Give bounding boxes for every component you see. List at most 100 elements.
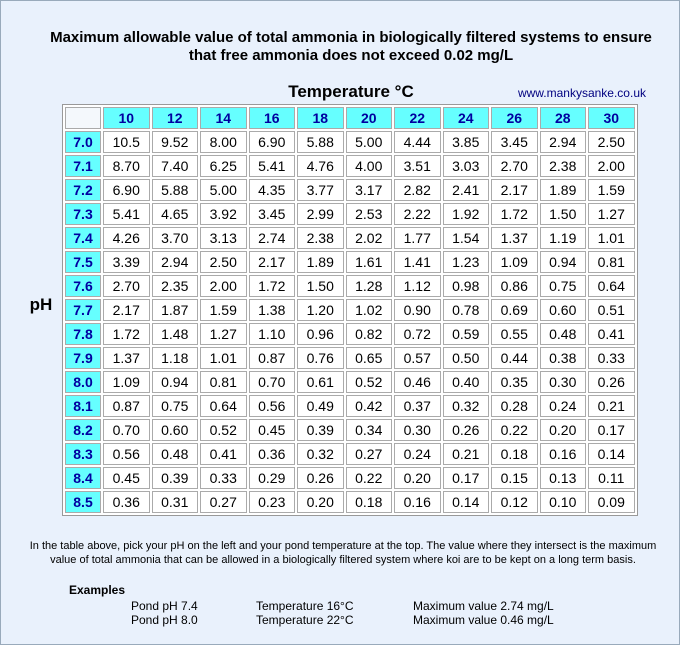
table-row: 7.9 1.37 1.18 1.01 0.87 0.76 0.65 0.57 0.50 0.44 0… xyxy=(65,347,635,369)
title-line: that free ammonia does not exceed 0.02 m… xyxy=(188,47,514,64)
value-cell: 0.26 xyxy=(588,371,635,393)
ph-header: 8.2 xyxy=(65,419,101,441)
value-cell: 6.90 xyxy=(103,179,150,201)
ph-header: 7.3 xyxy=(65,203,101,225)
value-cell: 0.11 xyxy=(588,467,635,489)
value-cell: 1.28 xyxy=(345,275,392,297)
value-cell: 9.52 xyxy=(151,131,198,153)
value-cell: 1.72 xyxy=(103,323,150,345)
value-cell: 2.00 xyxy=(588,155,635,177)
value-cell: 2.00 xyxy=(200,275,247,297)
temperature-header: 14 xyxy=(200,107,247,129)
value-cell: 0.98 xyxy=(442,275,489,297)
value-cell: 0.36 xyxy=(103,491,150,513)
value-cell: 2.70 xyxy=(491,155,538,177)
value-cell: 1.59 xyxy=(588,179,635,201)
value-cell: 0.64 xyxy=(588,275,635,297)
value-cell: 1.87 xyxy=(151,299,198,321)
value-cell: 2.22 xyxy=(394,203,441,225)
value-cell: 8.70 xyxy=(103,155,150,177)
value-cell: 1.50 xyxy=(539,203,586,225)
column-axis-label: Temperature °C xyxy=(288,82,414,101)
table-row: 7.7 2.17 1.87 1.59 1.38 1.20 1.02 0.90 0.78 0.69 0… xyxy=(65,299,635,321)
value-cell: 0.17 xyxy=(588,419,635,441)
table-row: 7.0 10.5 9.52 8.00 6.90 5.88 5.00 4.44 3.85 3.45 2… xyxy=(65,131,635,153)
value-cell: 3.03 xyxy=(442,155,489,177)
value-cell: 1.19 xyxy=(539,227,586,249)
example-text: Maximum value 2.74 mg/L xyxy=(413,599,554,613)
temperature-header: 22 xyxy=(394,107,441,129)
value-cell: 2.41 xyxy=(442,179,489,201)
temperature-header: 18 xyxy=(297,107,344,129)
value-cell: 1.02 xyxy=(345,299,392,321)
value-cell: 0.45 xyxy=(103,467,150,489)
example-text: Temperature 22°C xyxy=(256,613,354,627)
value-cell: 0.70 xyxy=(103,419,150,441)
value-cell: 3.17 xyxy=(345,179,392,201)
value-cell: 1.20 xyxy=(297,299,344,321)
table-row: 8.5 0.36 0.31 0.27 0.23 0.20 0.18 0.16 0.14 0.12 0… xyxy=(65,491,635,513)
value-cell: 2.70 xyxy=(103,275,150,297)
ph-header: 8.5 xyxy=(65,491,101,513)
value-cell: 0.09 xyxy=(588,491,635,513)
value-cell: 1.38 xyxy=(248,299,295,321)
value-cell: 1.09 xyxy=(103,371,150,393)
value-cell: 0.86 xyxy=(491,275,538,297)
ph-header: 8.1 xyxy=(65,395,101,417)
temperature-header: 10 xyxy=(103,107,150,129)
temperature-header: 24 xyxy=(442,107,489,129)
table-row: 8.1 0.87 0.75 0.64 0.56 0.49 0.42 0.37 0.32 0.28 0… xyxy=(65,395,635,417)
value-cell: 0.40 xyxy=(442,371,489,393)
value-cell: 0.87 xyxy=(103,395,150,417)
value-cell: 1.54 xyxy=(442,227,489,249)
table-row: 8.0 1.09 0.94 0.81 0.70 0.61 0.52 0.46 0.40 0.35 0… xyxy=(65,371,635,393)
value-cell: 2.38 xyxy=(539,155,586,177)
value-cell: 0.81 xyxy=(200,371,247,393)
value-cell: 0.51 xyxy=(588,299,635,321)
value-cell: 0.10 xyxy=(539,491,586,513)
value-cell: 3.92 xyxy=(200,203,247,225)
value-cell: 0.26 xyxy=(297,467,344,489)
value-cell: 2.94 xyxy=(539,131,586,153)
value-cell: 0.34 xyxy=(345,419,392,441)
value-cell: 0.44 xyxy=(491,347,538,369)
value-cell: 0.64 xyxy=(200,395,247,417)
value-cell: 0.32 xyxy=(442,395,489,417)
value-cell: 0.14 xyxy=(442,491,489,513)
value-cell: 0.17 xyxy=(442,467,489,489)
value-cell: 1.89 xyxy=(297,251,344,273)
row-axis-label: pH xyxy=(29,295,53,314)
example-text: Pond pH 8.0 xyxy=(131,613,198,627)
value-cell: 1.01 xyxy=(588,227,635,249)
example-text: Pond pH 7.4 xyxy=(131,599,198,613)
value-cell: 0.13 xyxy=(539,467,586,489)
ph-header: 7.1 xyxy=(65,155,101,177)
value-cell: 0.48 xyxy=(539,323,586,345)
value-cell: 0.31 xyxy=(151,491,198,513)
value-cell: 0.30 xyxy=(539,371,586,393)
value-cell: 5.00 xyxy=(200,179,247,201)
value-cell: 0.39 xyxy=(151,467,198,489)
value-cell: 3.85 xyxy=(442,131,489,153)
value-cell: 5.00 xyxy=(345,131,392,153)
value-cell: 0.35 xyxy=(491,371,538,393)
value-cell: 0.52 xyxy=(345,371,392,393)
table-row: 8.3 0.56 0.48 0.41 0.36 0.32 0.27 0.24 0.21 0.18 0… xyxy=(65,443,635,465)
value-cell: 1.77 xyxy=(394,227,441,249)
value-cell: 0.72 xyxy=(394,323,441,345)
value-cell: 0.20 xyxy=(539,419,586,441)
value-cell: 3.45 xyxy=(248,203,295,225)
value-cell: 2.94 xyxy=(151,251,198,273)
value-cell: 3.70 xyxy=(151,227,198,249)
value-cell: 2.35 xyxy=(151,275,198,297)
value-cell: 0.94 xyxy=(151,371,198,393)
value-cell: 0.27 xyxy=(200,491,247,513)
table-row: 8.4 0.45 0.39 0.33 0.29 0.26 0.22 0.20 0.17 0.15 0… xyxy=(65,467,635,489)
value-cell: 0.81 xyxy=(588,251,635,273)
value-cell: 4.00 xyxy=(345,155,392,177)
value-cell: 1.27 xyxy=(588,203,635,225)
value-cell: 0.12 xyxy=(491,491,538,513)
ammonia-table: 10 12 14 16 18 20 22 24 26 28 30 7.0 10.5 9.52 8.00 6.9… xyxy=(62,104,638,516)
value-cell: 2.50 xyxy=(588,131,635,153)
